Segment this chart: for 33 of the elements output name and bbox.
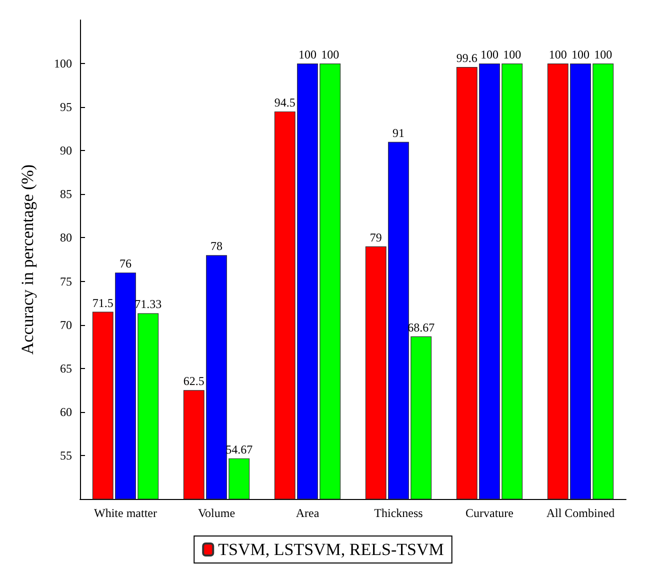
y-tick-label: 100	[54, 56, 72, 71]
x-tick-label: Curvature	[466, 506, 514, 520]
data-label: 100	[298, 48, 316, 62]
data-label: 91	[392, 126, 404, 140]
y-tick-label: 85	[60, 187, 72, 202]
x-tick-label: Area	[296, 506, 320, 520]
data-label: 62.5	[183, 374, 204, 388]
x-tick-label: White matter	[94, 506, 157, 520]
data-label: 99.6	[456, 51, 478, 66]
data-label: 100	[548, 48, 567, 62]
x-tick-label: Volume	[198, 506, 236, 520]
data-label: 76	[120, 256, 132, 271]
y-tick-label: 80	[60, 230, 72, 245]
y-tick-label: 60	[60, 404, 72, 419]
y-tick-label: 65	[60, 361, 72, 376]
x-tick-label: All Combined	[546, 506, 615, 520]
data-label: 79	[370, 230, 382, 244]
data-label: 94.5	[274, 95, 296, 110]
data-label: 100	[594, 48, 612, 62]
y-tick-label: 75	[60, 274, 72, 288]
data-label: 71.5	[92, 296, 114, 310]
y-tick-label: 95	[60, 100, 72, 114]
legend-label: TSVM, LSTSVM, RELS-TSVM	[218, 540, 444, 559]
data-label: 100	[321, 48, 340, 62]
y-axis-title: Accuracy in percentage (%)	[18, 164, 37, 355]
y-tick-label: 90	[60, 144, 72, 158]
y-tick-label: 70	[60, 318, 72, 332]
data-label: 100	[572, 48, 590, 62]
data-label: 78	[210, 239, 222, 254]
data-label: 100	[480, 48, 498, 62]
y-tick-label: 55	[60, 448, 72, 462]
x-tick-label: Thickness	[374, 506, 424, 520]
data-label: 100	[503, 48, 522, 62]
